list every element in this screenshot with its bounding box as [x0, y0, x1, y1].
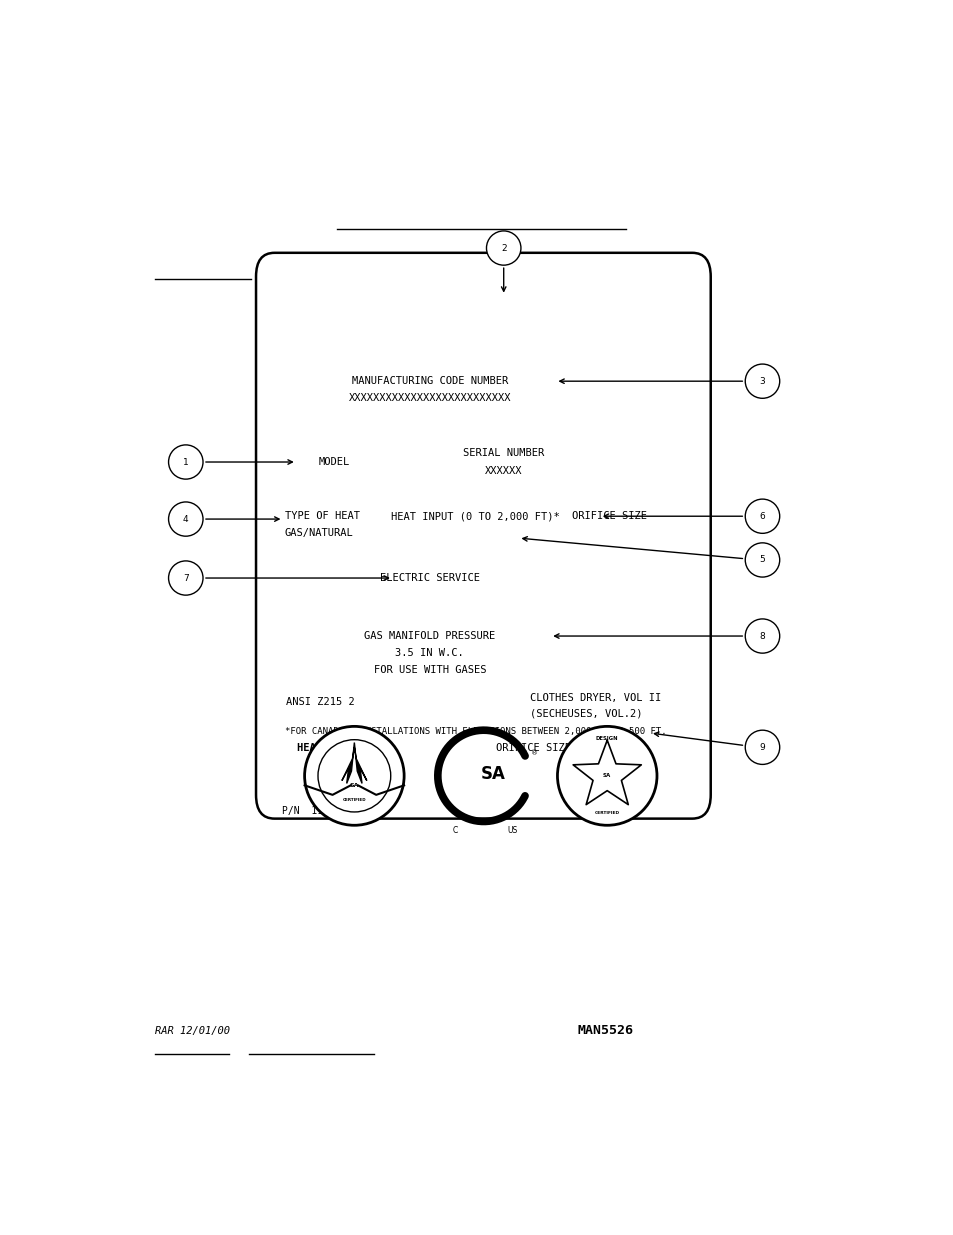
Ellipse shape — [744, 499, 779, 534]
Text: FOR USE WITH GASES: FOR USE WITH GASES — [374, 666, 485, 676]
Text: 3.5 IN W.C.: 3.5 IN W.C. — [395, 648, 464, 658]
Text: 7: 7 — [183, 573, 189, 583]
Text: CERTIFIED: CERTIFIED — [594, 811, 619, 815]
Text: DESIGN: DESIGN — [596, 736, 618, 741]
Ellipse shape — [317, 740, 391, 811]
Text: SA: SA — [349, 783, 358, 788]
Text: US: US — [507, 826, 517, 836]
Text: ORIFICE SIZE: ORIFICE SIZE — [572, 511, 647, 521]
Text: (SECHEUSES, VOL.2): (SECHEUSES, VOL.2) — [529, 708, 641, 718]
Text: RAR 12/01/00: RAR 12/01/00 — [154, 1026, 230, 1036]
Text: *FOR CANADIAN INSTALLATIONS WITH ELEVATIONS BETWEEN 2,000 AND 4,500 FT.: *FOR CANADIAN INSTALLATIONS WITH ELEVATI… — [285, 726, 666, 736]
Ellipse shape — [169, 445, 203, 479]
Ellipse shape — [486, 231, 520, 266]
Ellipse shape — [169, 501, 203, 536]
Text: XXXXXX: XXXXXX — [484, 466, 522, 475]
Text: HEAT INPUT (0 TO 2,000 FT)*: HEAT INPUT (0 TO 2,000 FT)* — [391, 511, 559, 521]
Text: MANUFACTURING CODE NUMBER: MANUFACTURING CODE NUMBER — [352, 377, 507, 387]
Text: 1: 1 — [183, 457, 189, 467]
Text: 6: 6 — [759, 511, 764, 521]
Text: MAN5526: MAN5526 — [577, 1024, 633, 1037]
Text: 4: 4 — [183, 515, 189, 524]
Text: 3: 3 — [759, 377, 764, 385]
Polygon shape — [341, 742, 366, 783]
Text: TYPE OF HEAT: TYPE OF HEAT — [285, 511, 359, 521]
Text: XXXXXXXXXXXXXXXXXXXXXXXXXX: XXXXXXXXXXXXXXXXXXXXXXXXXX — [348, 393, 511, 404]
Ellipse shape — [744, 730, 779, 764]
Text: GAS MANIFOLD PRESSURE: GAS MANIFOLD PRESSURE — [364, 631, 495, 641]
Text: MODEL: MODEL — [318, 457, 350, 467]
Ellipse shape — [744, 619, 779, 653]
Text: HEAT INPUT=: HEAT INPUT= — [296, 743, 365, 753]
Text: GAS/NATURAL: GAS/NATURAL — [285, 529, 354, 538]
Text: ANSI Z215 2: ANSI Z215 2 — [286, 697, 355, 706]
Text: P/N  112008: P/N 112008 — [282, 806, 346, 816]
Text: CERTIFIED: CERTIFIED — [342, 798, 366, 802]
Text: SERIAL NUMBER: SERIAL NUMBER — [462, 448, 544, 458]
Text: ®: ® — [531, 750, 537, 756]
Text: C: C — [452, 826, 457, 836]
Ellipse shape — [744, 543, 779, 577]
Ellipse shape — [557, 726, 657, 825]
Text: 8: 8 — [759, 631, 764, 641]
Text: 2: 2 — [500, 243, 506, 252]
Ellipse shape — [744, 364, 779, 399]
Text: ELECTRIC SERVICE: ELECTRIC SERVICE — [379, 573, 479, 583]
Ellipse shape — [169, 561, 203, 595]
Text: ORIFICE SIZE=: ORIFICE SIZE= — [496, 743, 577, 753]
Ellipse shape — [304, 726, 404, 825]
Text: SA: SA — [480, 764, 505, 783]
Text: 5: 5 — [759, 556, 764, 564]
Text: 9: 9 — [759, 742, 764, 752]
Text: CLOTHES DRYER, VOL II: CLOTHES DRYER, VOL II — [529, 693, 660, 703]
Text: SA: SA — [602, 773, 611, 778]
